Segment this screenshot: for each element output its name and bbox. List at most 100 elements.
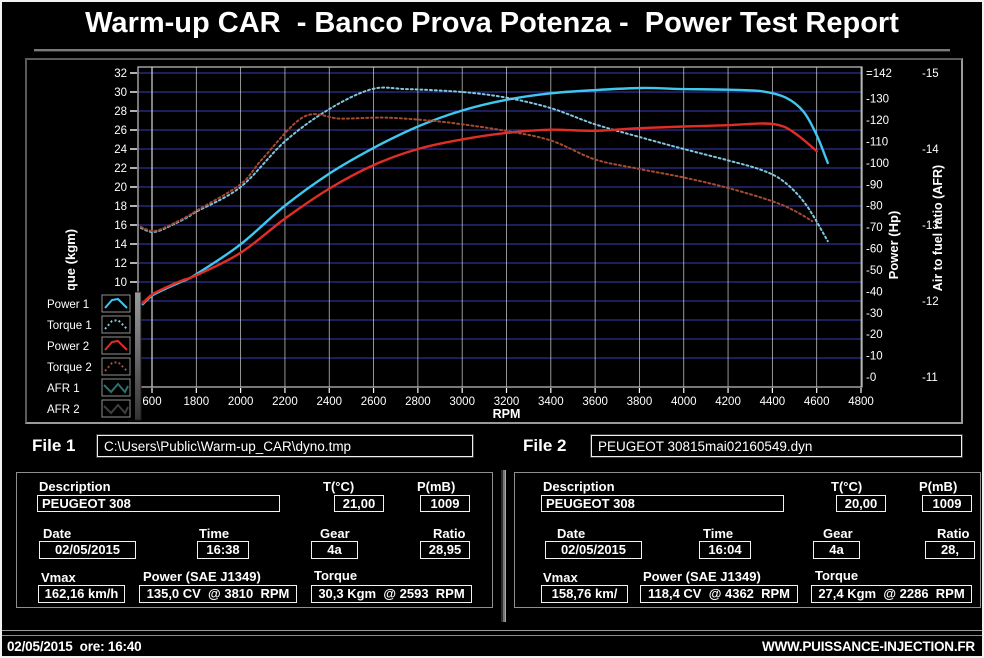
svg-text:3600: 3600 (582, 396, 608, 408)
file2-input[interactable]: PEUGEOT 30815mai02160549.dyn (590, 434, 963, 458)
pressure-field[interactable]: 1009 (922, 495, 972, 512)
legend-item-torque-2[interactable]: Torque 2 (47, 357, 131, 376)
description-field[interactable]: PEUGEOT 308 (37, 495, 280, 512)
torque-result-field[interactable]: 27,4 Kgm @ 2286 RPM (811, 585, 972, 603)
page-title: Warm-up CAR - Banco Prova Potenza - Powe… (85, 7, 899, 39)
temperature-field[interactable]: 20,00 (836, 495, 886, 512)
svg-text:3400: 3400 (538, 396, 564, 408)
file2-label: File 2 (523, 436, 567, 455)
date-label: Date (557, 526, 586, 541)
chart-legend: Power 1 Torque 1 Power 2 Torque 2 AFR 1 AFR 2 (29, 290, 135, 420)
svg-text:28: 28 (114, 106, 127, 118)
svg-text:14: 14 (114, 239, 127, 251)
svg-text:32: 32 (114, 68, 127, 80)
power-result-field[interactable]: 118,4 CV @ 4362 RPM (640, 585, 798, 603)
svg-text:4000: 4000 (671, 396, 697, 408)
svg-text:Power 2: Power 2 (47, 341, 89, 353)
power-result-label: Power (SAE J1349) (143, 569, 261, 584)
dyno-chart-panel: 32 30 28 26 24 22 20 18 16 14 12 10 Torque (kgm) =142… (25, 58, 963, 424)
pressure-label: P(mB) (417, 479, 456, 494)
svg-text:Air to fuel ratio (AFR): Air to fuel ratio (AFR) (931, 165, 945, 291)
svg-text:-100: -100 (866, 158, 889, 170)
svg-text:-12: -12 (922, 296, 939, 308)
svg-text:22: 22 (114, 163, 127, 175)
svg-text:16: 16 (114, 220, 127, 232)
time-field[interactable]: 16:04 (699, 541, 751, 559)
legend-item-afr-2[interactable]: AFR 2 (47, 399, 131, 418)
svg-text:2000: 2000 (228, 396, 254, 408)
legend-item-torque-1[interactable]: Torque 1 (47, 315, 131, 334)
svg-text:Power 1: Power 1 (47, 299, 89, 311)
svg-text:-60: -60 (866, 244, 883, 256)
torque-result-field[interactable]: 30,3 Kgm @ 2593 RPM (311, 585, 472, 603)
time-label: Time (199, 526, 230, 541)
vmax-label: Vmax (543, 570, 578, 585)
svg-text:-10: -10 (866, 351, 883, 363)
svg-text:2400: 2400 (316, 396, 342, 408)
svg-text:-110: -110 (866, 137, 888, 149)
svg-text:-130: -130 (866, 94, 889, 106)
statusbar-website: WWW.PUISSANCE-INJECTION.FR (761, 639, 975, 654)
svg-text:AFR 2: AFR 2 (47, 404, 80, 416)
description-label: Description (543, 479, 615, 494)
date-field[interactable]: 02/05/2015 (39, 541, 136, 559)
gear-label: Gear (320, 526, 350, 541)
svg-text:30: 30 (114, 87, 127, 99)
svg-text:-14: -14 (922, 144, 939, 156)
file1-info-panel: Description PEUGEOT 308 T(°C) 21,00 P(mB… (16, 472, 493, 608)
title-divider (34, 49, 950, 52)
file1-input[interactable]: C:\Users\Public\Warm-up_CAR\dyno.tmp (96, 434, 474, 458)
date-field[interactable]: 02/05/2015 (545, 541, 642, 559)
svg-text:-50: -50 (866, 265, 883, 277)
ratio-label: Ratio (433, 526, 466, 541)
svg-text:12: 12 (114, 258, 127, 270)
series-torque-2 (139, 113, 814, 232)
svg-text:2200: 2200 (272, 396, 298, 408)
pressure-field[interactable]: 1009 (420, 495, 470, 512)
svg-text:-15: -15 (922, 68, 939, 80)
legend-item-power-2[interactable]: Power 2 (47, 336, 131, 355)
svg-text:2800: 2800 (405, 396, 431, 408)
series-power-2 (141, 122, 818, 305)
temperature-label: T(°C) (323, 479, 355, 494)
torque-result-label: Torque (815, 568, 859, 583)
svg-text:-20: -20 (866, 329, 883, 341)
svg-text:-11: -11 (922, 372, 938, 384)
svg-text:-90: -90 (866, 179, 883, 191)
svg-text:3800: 3800 (627, 396, 653, 408)
file1-label: File 1 (32, 436, 76, 455)
svg-text:-70: -70 (866, 222, 883, 234)
svg-text:26: 26 (114, 125, 127, 137)
ratio-field[interactable]: 28, (925, 541, 975, 559)
time-field[interactable]: 16:38 (197, 541, 249, 559)
series-power-1 (141, 86, 829, 306)
svg-text:-40: -40 (866, 286, 883, 298)
power-result-field[interactable]: 135,0 CV @ 3810 RPM (139, 585, 297, 603)
power-result-label: Power (SAE J1349) (643, 569, 761, 584)
pressure-label: P(mB) (919, 479, 958, 494)
svg-text:4800: 4800 (848, 396, 874, 408)
svg-text:-13: -13 (922, 220, 939, 232)
svg-text:600: 600 (142, 396, 161, 408)
svg-text:4400: 4400 (760, 396, 786, 408)
vmax-field[interactable]: 158,76 km/ (541, 585, 628, 603)
temperature-field[interactable]: 21,00 (334, 495, 384, 512)
vmax-field[interactable]: 162,16 km/h (38, 585, 125, 603)
legend-item-power-1[interactable]: Power 1 (47, 294, 131, 313)
svg-text:=142: =142 (866, 68, 892, 80)
svg-text:3000: 3000 (449, 396, 475, 408)
gear-field[interactable]: 4a (311, 541, 358, 559)
temperature-label: T(°C) (831, 479, 863, 494)
description-field[interactable]: PEUGEOT 308 (541, 495, 784, 512)
gear-field[interactable]: 4a (813, 541, 860, 559)
svg-text:18: 18 (114, 201, 127, 213)
ratio-field[interactable]: 28,95 (420, 541, 470, 559)
ratio-label: Ratio (937, 526, 970, 541)
statusbar-divider (2, 630, 982, 636)
legend-item-afr-1[interactable]: AFR 1 (47, 378, 131, 397)
svg-text:-0: -0 (866, 372, 876, 384)
svg-text:Power (Hp): Power (Hp) (886, 211, 901, 280)
vmax-label: Vmax (41, 570, 76, 585)
svg-text:Torque 2: Torque 2 (47, 362, 92, 374)
